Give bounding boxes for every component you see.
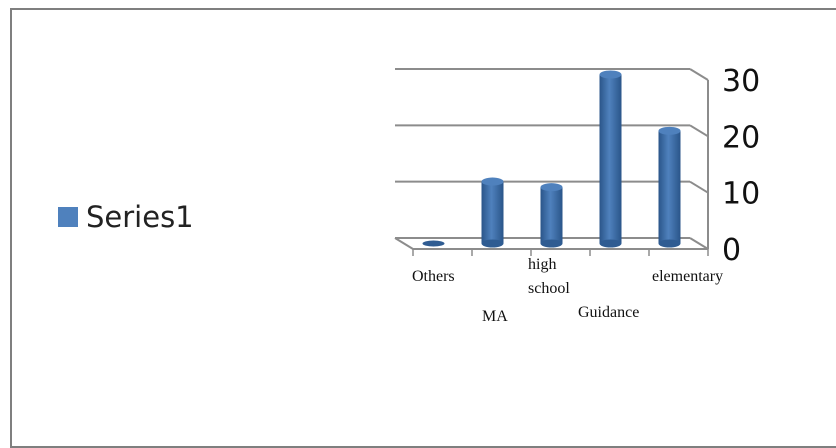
bar-others [422,240,445,247]
bar-top [481,177,504,186]
floor-left-edge [394,237,414,250]
legend: Series1 [58,200,194,234]
gridline-side-30 [689,68,709,81]
bar-base [658,239,681,248]
bar-ma [481,177,504,248]
gridline-side-0 [689,237,709,250]
bar-body [658,130,681,244]
x-tick-label-elementary: elementary [652,268,723,285]
bar-chart-3d: 0 10 20 30 Others MA high school Guidance elemen… [394,64,760,325]
gridline-side-20 [689,124,709,138]
chart-frame [10,8,836,448]
bar-high-school [540,183,563,248]
x-tick-label-others: Others [412,268,455,285]
gridline-side-10 [689,180,709,194]
y-tick-label-30: 30 [722,64,760,99]
x-tick-label-high-school: high school [528,256,570,297]
bar-top [599,70,622,79]
bar-body [540,187,563,244]
x-tick-label-ma: MA [482,308,508,325]
bar-top [540,183,563,192]
bar-body [481,181,504,244]
bar-guidance [599,70,622,248]
bar-flat [422,240,445,247]
bar-body [599,74,622,244]
legend-swatch-series1 [58,207,78,227]
y-tick-label-10: 10 [722,177,760,212]
bar-elementary [658,126,681,248]
bar-base [481,239,504,248]
bar-base [599,239,622,248]
x-tick-label-guidance: Guidance [578,304,639,321]
bar-top [658,126,681,135]
y-tick-label-0: 0 [722,233,741,268]
legend-label-series1: Series1 [86,200,194,234]
bar-base [540,239,563,248]
y-tick-label-20: 20 [722,120,760,155]
